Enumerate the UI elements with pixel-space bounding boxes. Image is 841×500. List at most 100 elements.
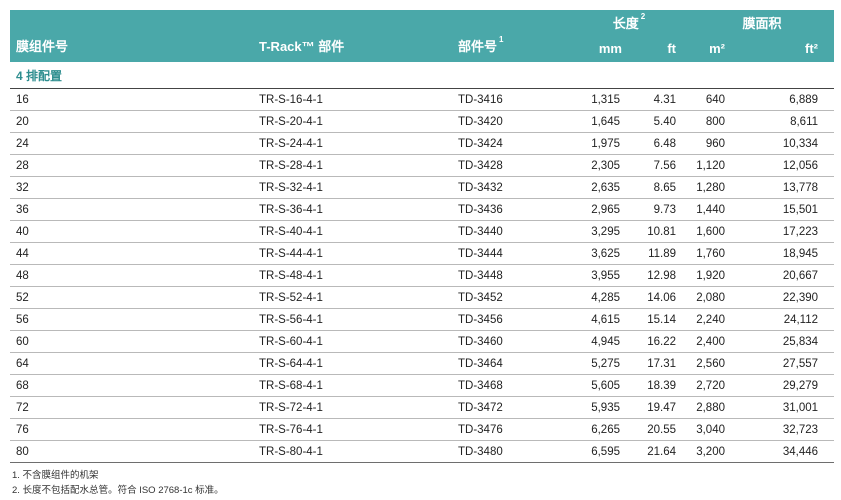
cell-length-mm: 3,625 <box>568 242 628 265</box>
cell-module-number: 76 <box>10 418 253 441</box>
cell-module-number: 68 <box>10 374 253 397</box>
cell-area-m2: 640 <box>690 88 747 111</box>
table-row: 32 TR-S-32-4-1 TD-3432 2,635 8.65 1,280 13,778 <box>10 176 835 199</box>
cell-part-number: TD-3452 <box>452 286 568 309</box>
cell-part-number: TD-3440 <box>452 220 568 243</box>
header-length: 长度 2 <box>568 10 690 34</box>
table-row: 44 TR-S-44-4-1 TD-3444 3,625 11.89 1,760 18,94… <box>10 242 835 265</box>
cell-track-part: TR-S-44-4-1 <box>253 242 452 265</box>
cell-track-part: TR-S-40-4-1 <box>253 220 452 243</box>
cell-part-number: TD-3432 <box>452 176 568 199</box>
cell-track-part: TR-S-64-4-1 <box>253 352 452 375</box>
cell-area-m2: 2,400 <box>690 330 747 353</box>
section-title: 4 排配置 <box>10 62 835 89</box>
cell-track-part: TR-S-36-4-1 <box>253 198 452 221</box>
cell-part-number: TD-3456 <box>452 308 568 331</box>
cell-length-ft: 11.89 <box>628 242 690 265</box>
cell-part-number: TD-3476 <box>452 418 568 441</box>
cell-length-ft: 10.81 <box>628 220 690 243</box>
cell-module-number: 56 <box>10 308 253 331</box>
cell-part-number: TD-3424 <box>452 132 568 155</box>
cell-area-m2: 1,920 <box>690 264 747 287</box>
cell-length-mm: 2,635 <box>568 176 628 199</box>
cell-length-ft: 18.39 <box>628 374 690 397</box>
cell-length-ft: 15.14 <box>628 308 690 331</box>
header-part-number-label: 部件号 <box>458 39 498 54</box>
cell-part-number: TD-3436 <box>452 198 568 221</box>
cell-length-mm: 5,935 <box>568 396 628 419</box>
cell-length-ft: 20.55 <box>628 418 690 441</box>
cell-length-mm: 2,305 <box>568 154 628 177</box>
table-row: 60 TR-S-60-4-1 TD-3460 4,945 16.22 2,400 25,83… <box>10 330 835 353</box>
cell-length-ft: 19.47 <box>628 396 690 419</box>
cell-module-number: 16 <box>10 88 253 111</box>
table-row: 20 TR-S-20-4-1 TD-3420 1,645 5.40 800 8,611 <box>10 110 835 133</box>
cell-module-number: 36 <box>10 198 253 221</box>
cell-area-ft2: 31,001 <box>747 396 835 419</box>
cell-area-m2: 1,280 <box>690 176 747 199</box>
cell-track-part: TR-S-20-4-1 <box>253 110 452 133</box>
cell-module-number: 24 <box>10 132 253 155</box>
cell-part-number: TD-3472 <box>452 396 568 419</box>
cell-part-number: TD-3464 <box>452 352 568 375</box>
cell-module-number: 32 <box>10 176 253 199</box>
footnotes: 1. 不含膜组件的机架 2. 长度不包括配水总管。符合 ISO 2768-1c … <box>12 468 224 498</box>
cell-length-mm: 6,265 <box>568 418 628 441</box>
cell-length-ft: 12.98 <box>628 264 690 287</box>
cell-length-mm: 4,615 <box>568 308 628 331</box>
cell-area-m2: 2,080 <box>690 286 747 309</box>
cell-track-part: TR-S-56-4-1 <box>253 308 452 331</box>
cell-track-part: TR-S-72-4-1 <box>253 396 452 419</box>
cell-area-ft2: 29,279 <box>747 374 835 397</box>
cell-area-m2: 3,200 <box>690 440 747 463</box>
header-track-part: T-Rack™ 部件 <box>253 10 452 62</box>
cell-length-ft: 6.48 <box>628 132 690 155</box>
header-unit-mm: mm <box>568 34 628 62</box>
cell-module-number: 28 <box>10 154 253 177</box>
table-row: 64 TR-S-64-4-1 TD-3464 5,275 17.31 2,560 27,55… <box>10 352 835 375</box>
cell-length-mm: 5,605 <box>568 374 628 397</box>
cell-part-number: TD-3428 <box>452 154 568 177</box>
cell-area-m2: 2,560 <box>690 352 747 375</box>
table-row: 28 TR-S-28-4-1 TD-3428 2,305 7.56 1,120 12,056 <box>10 154 835 177</box>
cell-length-ft: 14.06 <box>628 286 690 309</box>
table-row: 80 TR-S-80-4-1 TD-3480 6,595 21.64 3,200 34,44… <box>10 440 835 463</box>
cell-area-ft2: 32,723 <box>747 418 835 441</box>
header-unit-m2: m² <box>690 34 747 62</box>
cell-part-number: TD-3460 <box>452 330 568 353</box>
cell-track-part: TR-S-68-4-1 <box>253 374 452 397</box>
cell-area-ft2: 10,334 <box>747 132 835 155</box>
cell-area-m2: 960 <box>690 132 747 155</box>
footnote-1: 1. 不含膜组件的机架 <box>12 470 99 481</box>
cell-area-m2: 1,120 <box>690 154 747 177</box>
cell-track-part: TR-S-24-4-1 <box>253 132 452 155</box>
cell-area-m2: 1,440 <box>690 198 747 221</box>
cell-length-ft: 9.73 <box>628 198 690 221</box>
cell-area-ft2: 8,611 <box>747 110 835 133</box>
table-header: 膜组件号 T-Rack™ 部件 部件号 1 长度 2 膜面积 mm ft m² ft… <box>10 10 835 62</box>
table-row: 24 TR-S-24-4-1 TD-3424 1,975 6.48 960 10,334 <box>10 132 835 155</box>
cell-area-ft2: 20,667 <box>747 264 835 287</box>
cell-module-number: 44 <box>10 242 253 265</box>
header-area: 膜面积 <box>690 10 835 34</box>
cell-length-mm: 1,645 <box>568 110 628 133</box>
cell-length-mm: 6,595 <box>568 440 628 463</box>
cell-module-number: 52 <box>10 286 253 309</box>
table-row: 76 TR-S-76-4-1 TD-3476 6,265 20.55 3,040 32,72… <box>10 418 835 441</box>
table-row: 52 TR-S-52-4-1 TD-3452 4,285 14.06 2,080 22,39… <box>10 286 835 309</box>
cell-module-number: 80 <box>10 440 253 463</box>
cell-part-number: TD-3480 <box>452 440 568 463</box>
cell-length-ft: 5.40 <box>628 110 690 133</box>
cell-track-part: TR-S-52-4-1 <box>253 286 452 309</box>
cell-part-number: TD-3448 <box>452 264 568 287</box>
header-length-note: 2 <box>640 11 646 21</box>
cell-length-mm: 1,975 <box>568 132 628 155</box>
cell-area-ft2: 13,778 <box>747 176 835 199</box>
cell-length-mm: 4,945 <box>568 330 628 353</box>
cell-module-number: 64 <box>10 352 253 375</box>
cell-area-m2: 800 <box>690 110 747 133</box>
cell-area-ft2: 27,557 <box>747 352 835 375</box>
cell-length-ft: 17.31 <box>628 352 690 375</box>
header-unit-ft: ft <box>628 34 690 62</box>
header-module-number: 膜组件号 <box>10 10 253 62</box>
